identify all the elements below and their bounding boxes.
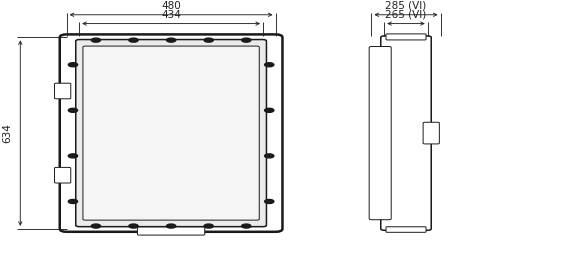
Circle shape xyxy=(91,224,100,228)
FancyBboxPatch shape xyxy=(60,34,282,232)
Circle shape xyxy=(264,63,274,67)
Circle shape xyxy=(166,38,176,42)
Text: 434: 434 xyxy=(161,10,181,19)
FancyBboxPatch shape xyxy=(83,46,259,220)
Circle shape xyxy=(68,108,78,112)
Circle shape xyxy=(68,199,78,204)
Circle shape xyxy=(166,224,176,228)
Text: 285 (VI): 285 (VI) xyxy=(385,1,427,11)
Text: 265 (VI): 265 (VI) xyxy=(385,10,427,19)
Circle shape xyxy=(91,38,100,42)
FancyBboxPatch shape xyxy=(55,167,71,183)
Circle shape xyxy=(242,224,251,228)
Text: 480: 480 xyxy=(161,1,181,11)
FancyBboxPatch shape xyxy=(386,34,426,40)
Circle shape xyxy=(129,38,138,42)
Circle shape xyxy=(264,108,274,112)
FancyBboxPatch shape xyxy=(137,227,205,235)
FancyBboxPatch shape xyxy=(76,40,266,227)
Circle shape xyxy=(204,38,213,42)
Circle shape xyxy=(242,38,251,42)
Circle shape xyxy=(68,154,78,158)
FancyBboxPatch shape xyxy=(55,83,71,99)
Circle shape xyxy=(264,154,274,158)
FancyBboxPatch shape xyxy=(386,227,426,232)
FancyBboxPatch shape xyxy=(369,46,391,220)
FancyBboxPatch shape xyxy=(423,122,440,144)
Text: 634: 634 xyxy=(2,123,13,143)
Circle shape xyxy=(264,199,274,204)
Circle shape xyxy=(68,63,78,67)
Circle shape xyxy=(204,224,213,228)
Circle shape xyxy=(129,224,138,228)
FancyBboxPatch shape xyxy=(380,36,431,230)
